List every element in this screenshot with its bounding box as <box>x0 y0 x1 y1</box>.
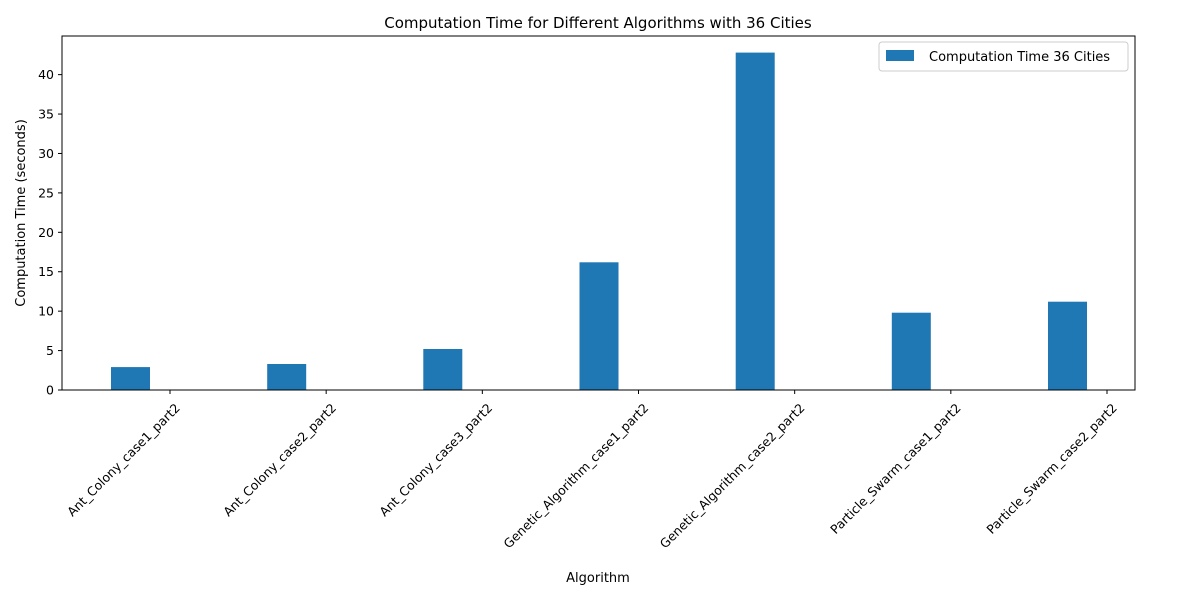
y-tick-label: 15 <box>38 264 54 279</box>
y-tick-label: 20 <box>38 225 54 240</box>
plot-frame <box>61 35 1136 391</box>
y-tick-label: 40 <box>38 67 54 82</box>
y-tick-label: 0 <box>46 383 54 398</box>
bar-genetic-algorithm-case1-part2 <box>579 262 619 390</box>
bar-ant-colony-case3-part2 <box>423 349 463 390</box>
bars-group <box>111 52 1087 390</box>
chart-title: Computation Time for Different Algorithm… <box>384 14 812 32</box>
legend-label: Computation Time 36 Cities <box>929 50 1110 65</box>
legend: Computation Time 36 Cities <box>878 41 1129 72</box>
legend-box <box>878 41 1129 72</box>
y-axis-label: Computation Time (seconds) <box>14 119 29 307</box>
y-tick-label: 30 <box>38 146 54 161</box>
y-tick-label: 35 <box>38 107 54 122</box>
bar-ant-colony-case2-part2 <box>267 364 307 390</box>
legend-swatch <box>886 50 914 61</box>
bar-genetic-algorithm-case2-part2 <box>735 52 775 390</box>
y-tick-label: 25 <box>38 185 54 200</box>
y-tick-label: 5 <box>46 343 54 358</box>
bar-ant-colony-case1-part2 <box>111 367 150 390</box>
y-axis: 0 5 10 15 20 25 30 35 40 <box>38 67 62 398</box>
bar-particle-swarm-case1-part2 <box>891 312 931 390</box>
bar-particle-swarm-case2-part2 <box>1048 301 1087 390</box>
x-axis-label: Algorithm <box>566 571 630 586</box>
y-tick-label: 10 <box>38 304 54 319</box>
